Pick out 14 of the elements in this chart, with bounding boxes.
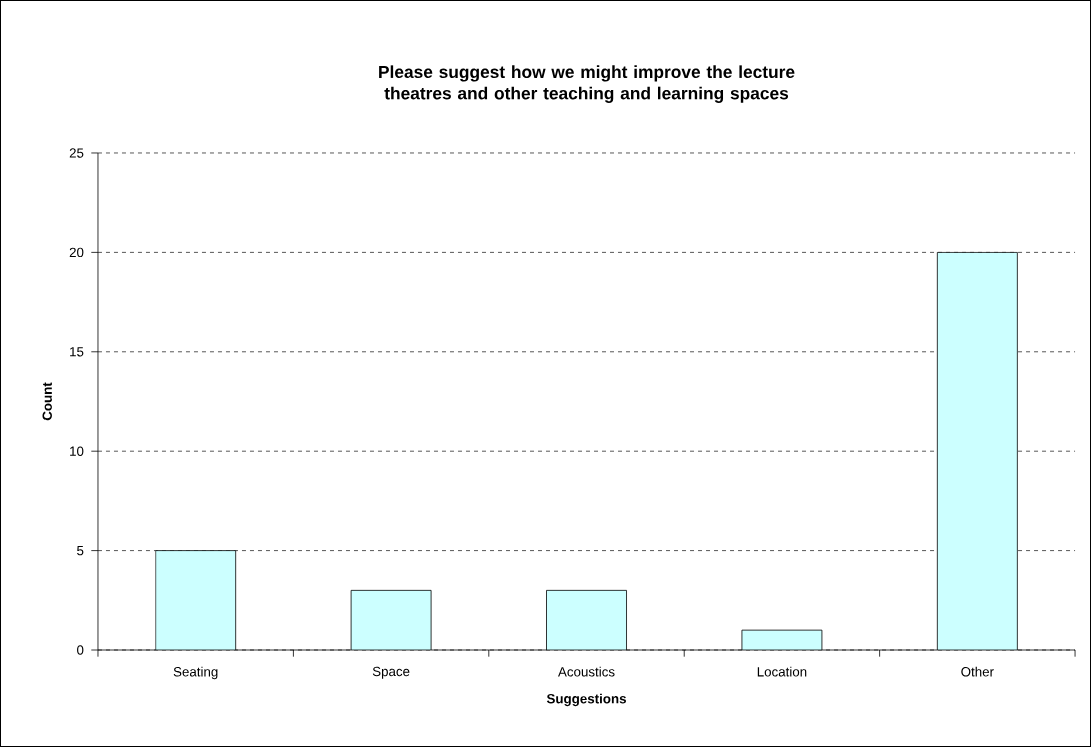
y-tick-label: 20 bbox=[69, 247, 84, 258]
x-axis-title: Suggestions bbox=[546, 693, 626, 707]
y-tick-label: 25 bbox=[69, 148, 84, 158]
x-tick-label: Other bbox=[961, 666, 994, 677]
x-tick-label: Space bbox=[372, 666, 410, 679]
chart-title: Please suggest how we might improve the lecture theatres and other teaching and learning spaces bbox=[379, 65, 795, 103]
y-axis-title: Count bbox=[42, 382, 52, 421]
y-tick-label: 10 bbox=[70, 446, 84, 456]
y-tick-label: 15 bbox=[70, 347, 84, 357]
x-tick-label: Acoustics bbox=[558, 666, 615, 677]
y-tick-label: 0 bbox=[77, 645, 84, 655]
x-tick-label: Seating bbox=[173, 666, 218, 680]
y-tick-label: 5 bbox=[77, 545, 84, 556]
x-tick-label: Location bbox=[757, 666, 807, 677]
